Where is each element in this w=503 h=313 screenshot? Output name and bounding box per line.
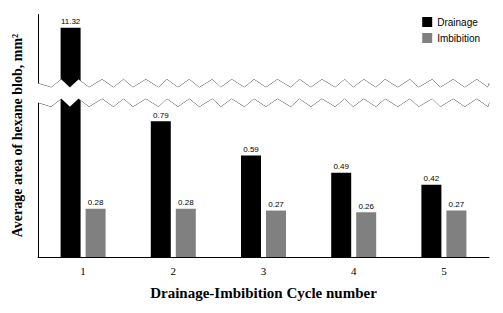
svg-text:Drainage-Imbibition Cycle numb: Drainage-Imbibition Cycle number: [150, 285, 377, 301]
svg-text:4: 4: [351, 265, 357, 277]
svg-text:0.26: 0.26: [358, 202, 374, 211]
svg-text:0.42: 0.42: [424, 174, 440, 183]
svg-text:Average area of hexane blob, m: Average area of hexane blob, mm²: [10, 34, 25, 238]
svg-text:1: 1: [80, 265, 86, 277]
svg-text:0.28: 0.28: [88, 198, 104, 207]
svg-text:5: 5: [441, 265, 447, 277]
svg-text:0.79: 0.79: [153, 111, 169, 120]
svg-text:Drainage: Drainage: [437, 17, 478, 28]
svg-text:2: 2: [171, 265, 177, 277]
svg-text:0.49: 0.49: [333, 162, 349, 171]
svg-text:3: 3: [261, 265, 267, 277]
svg-text:0.28: 0.28: [178, 198, 194, 207]
svg-text:0.27: 0.27: [268, 200, 284, 209]
svg-text:0.27: 0.27: [449, 200, 465, 209]
svg-text:0.59: 0.59: [243, 145, 259, 154]
svg-text:Imbibition: Imbibition: [437, 33, 480, 44]
svg-text:11.32: 11.32: [61, 17, 81, 26]
